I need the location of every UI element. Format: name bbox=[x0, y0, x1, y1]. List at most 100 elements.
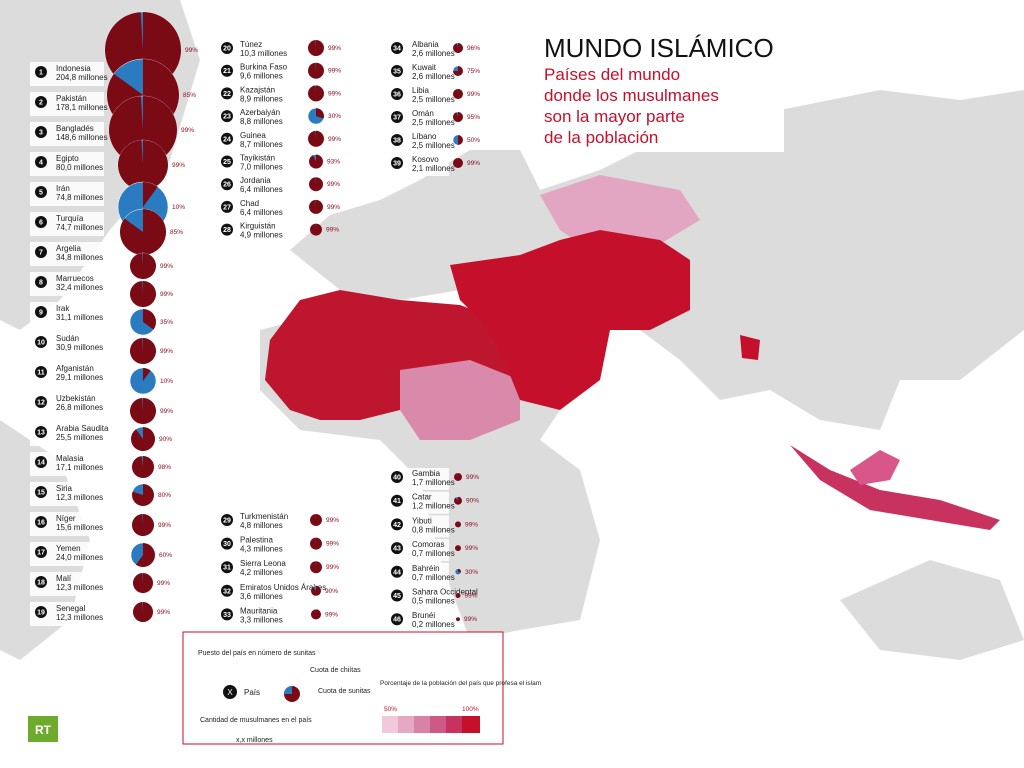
rank-badge bbox=[35, 396, 47, 408]
percent-label: 30% bbox=[465, 569, 478, 576]
country-name: Malasia bbox=[56, 454, 84, 463]
rank: 17 bbox=[37, 550, 45, 557]
country-name: Libia bbox=[412, 86, 429, 95]
rank-badge bbox=[391, 613, 403, 626]
country-name: Chad bbox=[240, 199, 259, 208]
country-name: Kuwait bbox=[412, 63, 437, 72]
population: 2,6 millones bbox=[412, 49, 455, 58]
population: 0,5 millones bbox=[412, 597, 455, 606]
percent-label: 99% bbox=[160, 263, 173, 270]
country-name: Kosovo bbox=[412, 155, 439, 164]
percent-label: 99% bbox=[328, 45, 341, 52]
percent-label: 10% bbox=[160, 378, 173, 385]
population: 0,7 millones bbox=[412, 549, 455, 558]
rank-badge bbox=[221, 64, 233, 77]
label-bg bbox=[219, 84, 279, 107]
label-bg bbox=[219, 152, 279, 175]
country-name: Sudán bbox=[56, 334, 79, 343]
label-bg bbox=[219, 605, 279, 628]
country-name: Bangladés bbox=[56, 124, 94, 133]
population: 204,8 millones bbox=[56, 73, 108, 82]
percent-label: 99% bbox=[325, 611, 338, 618]
percent-label: 90% bbox=[159, 436, 172, 443]
country-name: Argelia bbox=[56, 244, 81, 253]
population: 2,5 millones bbox=[412, 95, 455, 104]
country-name: Uzbekistán bbox=[56, 394, 96, 403]
rank-badge bbox=[35, 426, 47, 438]
rank: 14 bbox=[37, 460, 45, 467]
sunni-share bbox=[307, 85, 325, 102]
country-name: Gambia bbox=[412, 469, 441, 478]
title-box: MUNDO ISLÁMICO Países del mundo donde los… bbox=[538, 30, 784, 152]
population: 24,0 millones bbox=[56, 553, 103, 562]
title-bg bbox=[538, 30, 784, 152]
rank-badge bbox=[35, 606, 47, 618]
percent-label: 96% bbox=[467, 45, 480, 52]
population: 2,5 millones bbox=[412, 118, 455, 127]
sunni-share bbox=[131, 427, 156, 452]
rank: 32 bbox=[223, 588, 231, 595]
label-bg bbox=[389, 539, 449, 562]
percent-label: 60% bbox=[159, 552, 172, 559]
percent-label: 90% bbox=[466, 498, 479, 505]
rank: 11 bbox=[37, 370, 45, 377]
rank-badge bbox=[35, 126, 47, 138]
population: 31,1 millones bbox=[56, 313, 103, 322]
rank-badge bbox=[35, 186, 47, 198]
population: 15,6 millones bbox=[56, 523, 103, 532]
population: 4,3 millones bbox=[240, 545, 283, 554]
rank-badge bbox=[391, 518, 403, 531]
country-name: Yemen bbox=[56, 544, 81, 553]
legend-text: X bbox=[227, 688, 233, 697]
rank-badge bbox=[221, 42, 233, 54]
rank: 29 bbox=[223, 518, 231, 525]
population: 12,3 millones bbox=[56, 583, 103, 592]
label-bg bbox=[219, 197, 279, 220]
label-bg bbox=[389, 154, 449, 176]
rank: 27 bbox=[223, 204, 231, 211]
country-name: Sahara Occidental bbox=[412, 588, 478, 597]
rank: 3 bbox=[39, 130, 43, 137]
percent-label: 35% bbox=[160, 319, 173, 326]
percent-label: 93% bbox=[327, 159, 340, 166]
percent-label: 99% bbox=[185, 47, 198, 54]
label-bg bbox=[389, 610, 449, 633]
country-name: Afganistán bbox=[56, 364, 94, 373]
percent-label: 99% bbox=[328, 90, 341, 97]
sunni-share bbox=[453, 112, 464, 123]
rank-badge bbox=[391, 471, 403, 483]
country-name: Guinea bbox=[240, 131, 266, 140]
rank: 6 bbox=[39, 220, 43, 227]
country-name: Omán bbox=[412, 109, 434, 118]
rank: 43 bbox=[393, 546, 401, 553]
rank-badge bbox=[391, 589, 403, 602]
sunni-share bbox=[309, 199, 324, 214]
percent-label: 99% bbox=[464, 616, 477, 623]
rank-badge bbox=[391, 111, 403, 123]
label-bg bbox=[219, 39, 279, 61]
legend-text: Cantidad de musulmanes en el país bbox=[200, 717, 312, 724]
percent-label: 99% bbox=[467, 160, 480, 167]
rank: 1 bbox=[39, 70, 43, 77]
label-bg bbox=[389, 562, 449, 585]
rank: 28 bbox=[223, 227, 231, 234]
sunni-share bbox=[316, 108, 324, 119]
percent-label: 99% bbox=[465, 545, 478, 552]
country-name: Túnez bbox=[240, 40, 262, 49]
percent-label: 85% bbox=[183, 92, 196, 99]
sunni-share bbox=[455, 617, 460, 622]
country-name: Senegal bbox=[56, 604, 86, 613]
label-bg bbox=[389, 491, 449, 514]
population: 6,4 millones bbox=[240, 208, 283, 217]
percent-label: 99% bbox=[172, 162, 185, 169]
population: 8,9 millones bbox=[240, 94, 283, 103]
percent-label: 75% bbox=[467, 68, 480, 75]
rank-badge bbox=[35, 216, 47, 228]
sunni-share bbox=[454, 473, 463, 481]
sunni-share bbox=[120, 209, 166, 256]
sunni-share bbox=[311, 585, 322, 596]
rank-badge bbox=[391, 157, 403, 169]
rank-badge bbox=[35, 276, 47, 288]
population: 148,6 millones bbox=[56, 133, 108, 142]
population: 2,5 millones bbox=[412, 141, 455, 150]
